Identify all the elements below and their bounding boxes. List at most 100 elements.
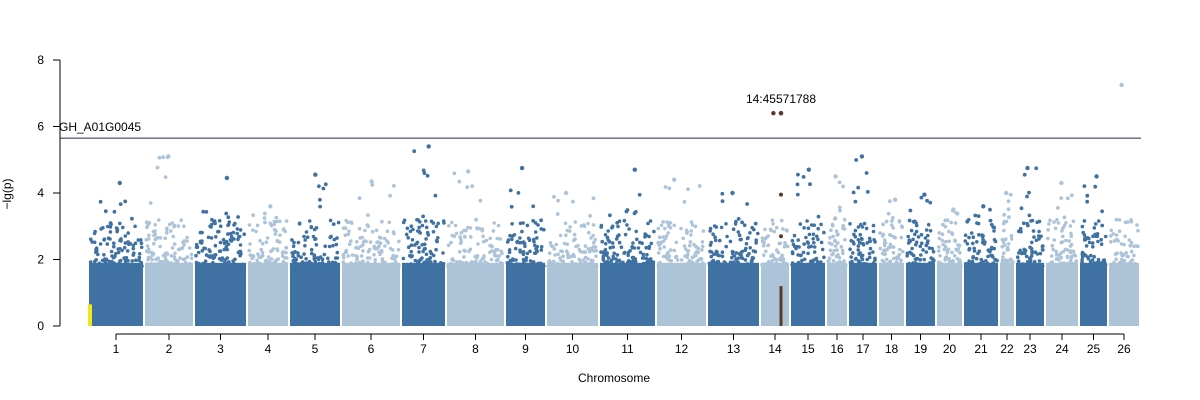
snp-point xyxy=(740,256,745,261)
chromosome-6-points xyxy=(341,179,401,326)
snp-point xyxy=(1096,257,1101,262)
snp-point xyxy=(237,234,242,239)
snp-point xyxy=(520,229,524,234)
snp-point xyxy=(853,228,858,233)
snp-point xyxy=(625,223,629,227)
snp-point xyxy=(606,229,610,233)
snp-point xyxy=(278,219,282,224)
snp-point xyxy=(1135,223,1139,227)
snp-point xyxy=(119,239,123,243)
snp-point xyxy=(805,219,809,223)
snp-point xyxy=(772,229,777,234)
snp-point xyxy=(426,233,431,237)
snp-point xyxy=(898,247,902,252)
snp-point xyxy=(913,262,917,267)
snp-point xyxy=(906,234,910,239)
snp-point xyxy=(781,227,785,231)
snp-point xyxy=(1060,229,1064,233)
snp-point xyxy=(131,253,136,257)
snp-point xyxy=(607,240,612,244)
snp-point xyxy=(882,243,887,248)
snp-point xyxy=(802,242,806,246)
snp-point xyxy=(989,222,994,227)
snp-point xyxy=(541,263,545,268)
snp-point xyxy=(867,255,872,260)
snp-point xyxy=(940,232,945,236)
snp-point xyxy=(587,249,592,254)
annotated-peak-snp xyxy=(778,110,784,116)
snp-point xyxy=(417,225,422,230)
snp-point xyxy=(965,219,970,224)
x-tick-label-chr-25: 25 xyxy=(1087,342,1101,356)
snp-point xyxy=(284,219,289,223)
snp-point xyxy=(853,199,858,204)
snp-point xyxy=(1059,196,1064,201)
snp-point xyxy=(612,251,616,256)
snp-point xyxy=(763,237,768,241)
snp-point xyxy=(675,258,680,262)
snp-point xyxy=(137,258,141,263)
snp-point xyxy=(593,245,598,249)
snp-point xyxy=(1072,262,1076,267)
snp-point xyxy=(993,257,997,262)
snp-point xyxy=(640,241,644,245)
snp-point xyxy=(860,263,864,268)
x-tick-label-chr-13: 13 xyxy=(727,342,741,356)
snp-point xyxy=(1080,250,1085,255)
snp-point xyxy=(921,248,925,252)
snp-point xyxy=(119,263,124,268)
x-tick-label-chr-17: 17 xyxy=(856,342,870,356)
snp-point xyxy=(764,249,768,254)
snp-point xyxy=(357,260,362,265)
snp-point xyxy=(595,264,599,268)
snp-point xyxy=(816,237,820,242)
snp-point xyxy=(197,261,201,266)
snp-point xyxy=(1127,238,1132,242)
snp-point xyxy=(378,264,382,268)
snp-point xyxy=(309,225,314,229)
snp-point xyxy=(299,255,303,259)
snp-point xyxy=(891,256,896,261)
snp-point xyxy=(313,259,318,264)
snp-point xyxy=(1046,264,1051,268)
snp-point xyxy=(226,215,231,220)
snp-point xyxy=(627,227,631,231)
snp-point xyxy=(373,258,378,262)
snp-point xyxy=(251,213,256,218)
snp-point xyxy=(322,252,327,257)
snp-point xyxy=(740,220,744,225)
snp-point xyxy=(135,263,139,268)
snp-point xyxy=(955,256,960,261)
snp-point xyxy=(477,226,482,231)
snp-point xyxy=(586,262,591,267)
snp-point xyxy=(648,219,653,223)
snp-point xyxy=(112,209,117,214)
snp-point xyxy=(899,235,904,240)
snp-point xyxy=(475,254,480,258)
snp-point xyxy=(930,264,935,268)
snp-point xyxy=(254,263,259,268)
snp-point xyxy=(895,256,899,261)
snp-point xyxy=(109,262,114,267)
snp-point xyxy=(700,248,704,252)
snp-point xyxy=(731,260,736,265)
snp-point xyxy=(688,240,693,244)
snp-point xyxy=(455,263,459,267)
snp-point xyxy=(233,257,237,262)
snp-point xyxy=(919,195,924,200)
snp-point xyxy=(512,264,516,268)
snp-point xyxy=(320,261,325,265)
snp-point xyxy=(805,240,810,244)
snp-point xyxy=(946,247,951,252)
snp-point xyxy=(689,229,693,233)
snp-point xyxy=(123,241,128,245)
snp-point xyxy=(958,251,962,255)
snp-point xyxy=(1117,229,1122,233)
snp-point xyxy=(731,252,735,256)
snp-point xyxy=(871,229,876,234)
snp-point xyxy=(774,258,779,262)
snp-point xyxy=(780,264,785,268)
snp-point xyxy=(99,263,103,268)
snp-point xyxy=(1020,251,1024,256)
